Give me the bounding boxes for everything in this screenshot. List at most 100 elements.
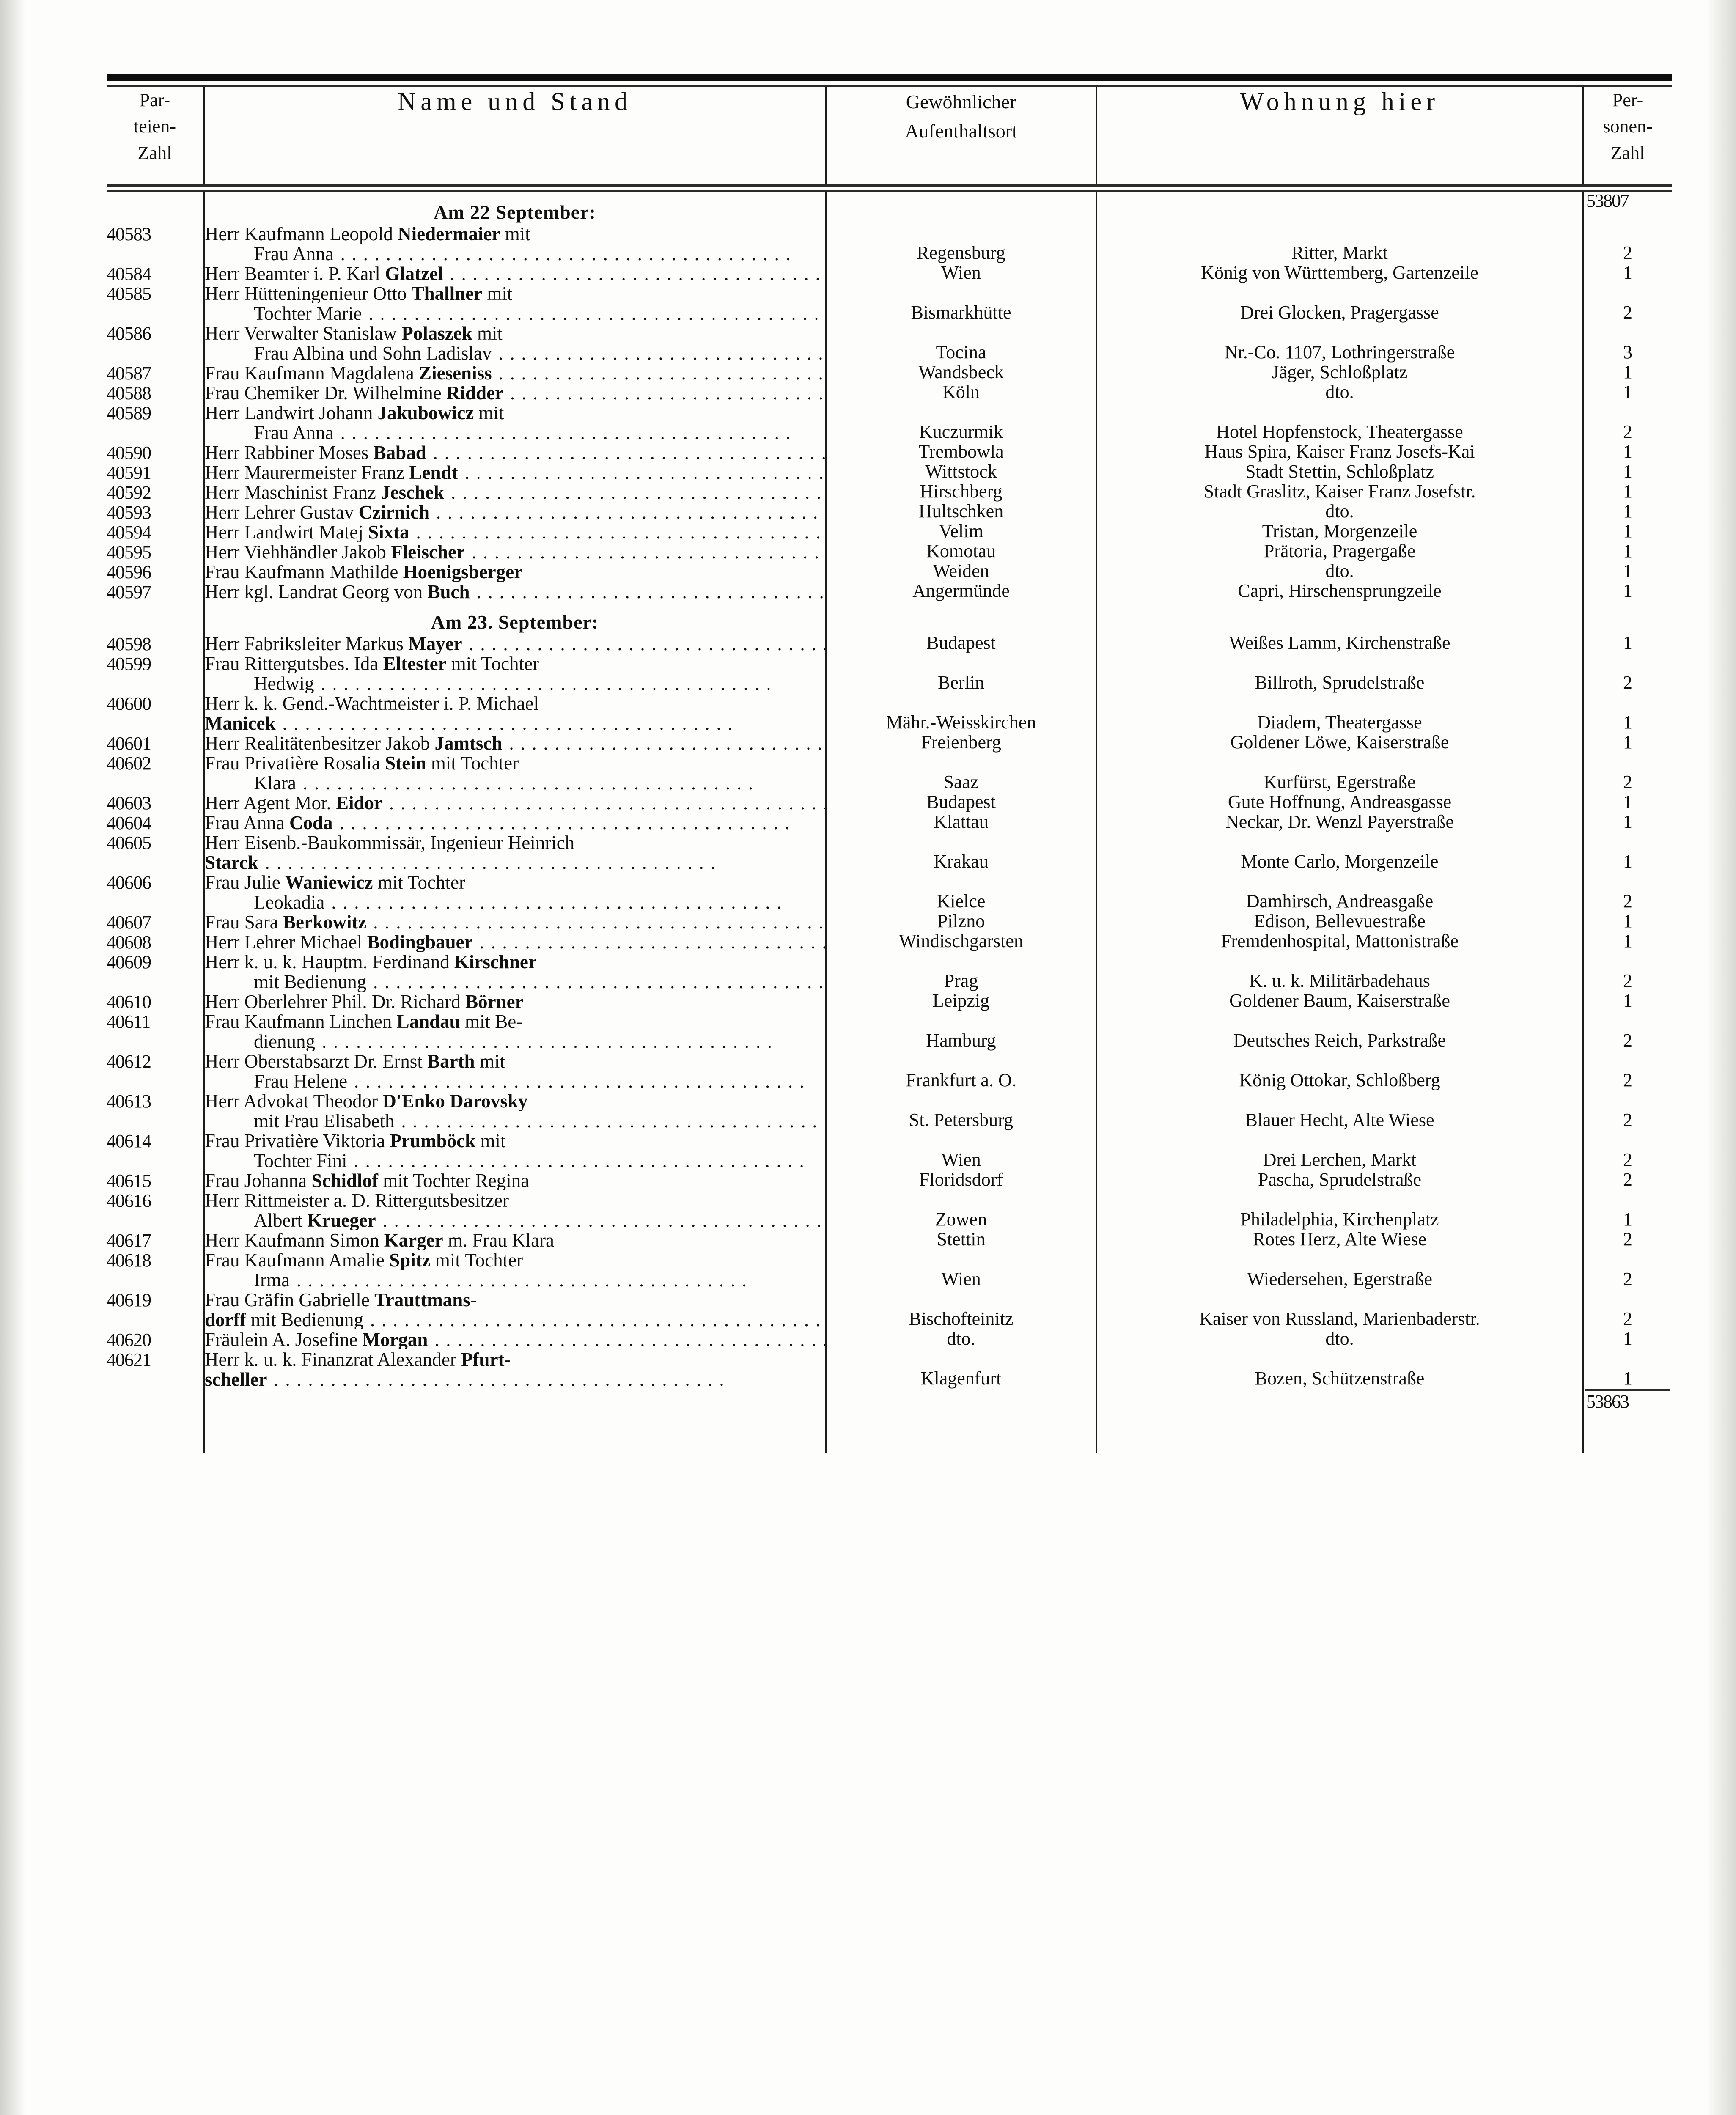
personen-zahl-cell: 2 bbox=[1582, 283, 1672, 323]
table-row[interactable]: 40607 Frau Sara Berkowitz................… bbox=[107, 912, 1672, 932]
aufenthaltsort-value: Saaz bbox=[943, 773, 979, 792]
parteien-zahl-value: 40611 bbox=[107, 1011, 151, 1031]
table-row[interactable]: 40590 Herr Rabbiner Moses Babad..........… bbox=[107, 442, 1672, 462]
leader-dots: ........................................ bbox=[416, 523, 825, 542]
aufenthaltsort-cell: Zowen bbox=[825, 1190, 1097, 1230]
carried-forward-total: 53807 bbox=[1586, 190, 1629, 211]
personen-zahl-value: 2 bbox=[1623, 673, 1632, 693]
aufenthaltsort-cell bbox=[825, 1389, 1097, 1453]
name-und-stand-cell: Herr Beamter i. P. Karl Glatzel.........… bbox=[203, 264, 827, 283]
table-row[interactable]: 40592 Herr Maschinist Franz Jeschek......… bbox=[107, 482, 1672, 502]
leader-dots: ........................................ bbox=[321, 675, 778, 693]
leader-dots: ........................................ bbox=[464, 464, 825, 482]
wohnung-cell: Ritter, Markt bbox=[1096, 224, 1584, 264]
table-row[interactable]: 40593 Herr Lehrer Gustav Czirnich........… bbox=[107, 502, 1672, 522]
table-row[interactable]: 40616 Herr Rittmeister a. D. Rittergutsbe… bbox=[107, 1190, 1672, 1230]
personen-zahl-value: 1 bbox=[1623, 363, 1632, 382]
table-top-rule-thin bbox=[107, 85, 1672, 87]
table-row[interactable]: 40608 Herr Lehrer Michael Bodingbauer....… bbox=[107, 932, 1672, 952]
table-row[interactable]: 40594 Herr Landwirt Matej Sixta..........… bbox=[107, 522, 1672, 542]
table-row[interactable]: 40613 Herr Advokat Theodor D'Enko Darovsk… bbox=[107, 1091, 1672, 1131]
table-row[interactable]: 40588 Frau Chemiker Dr. Wilhelmine Ridder… bbox=[107, 383, 1672, 403]
name-line: Herr Landwirt Johann Jakubowicz mit bbox=[205, 403, 504, 423]
table-row[interactable]: 40589 Herr Landwirt Johann Jakubowicz mit… bbox=[107, 403, 1672, 442]
personen-zahl-value: 1 bbox=[1623, 852, 1632, 872]
parteien-zahl-value: 40607 bbox=[107, 912, 151, 932]
table-row[interactable]: 40609 Herr k. u. k. Hauptm. Ferdinand Kir… bbox=[107, 952, 1672, 992]
table-row[interactable]: 40595 Herr Viehhändler Jakob Fleischer...… bbox=[107, 542, 1672, 562]
name-und-stand-cell: Herr Landwirt Matej Sixta...............… bbox=[203, 522, 827, 542]
table-row[interactable]: 40584 Herr Beamter i. P. Karl Glatzel....… bbox=[107, 264, 1672, 283]
aufenthaltsort-value: Krakau bbox=[934, 852, 989, 872]
aufenthaltsort-value: Freienberg bbox=[921, 733, 1001, 753]
table-row[interactable]: 40601 Herr Realitätenbesitzer Jakob Jamts… bbox=[107, 733, 1672, 753]
table-row[interactable]: 40604 Frau Anna Coda.....................… bbox=[107, 813, 1672, 832]
table-row[interactable]: 40597 Herr kgl. Landrat Georg von Buch...… bbox=[107, 582, 1672, 602]
aufenthaltsort-value: Mähr.-Weisskirchen bbox=[886, 713, 1036, 733]
table-row[interactable]: 40612 Herr Oberstabsarzt Dr. Ernst Barth … bbox=[107, 1051, 1672, 1091]
table-row[interactable]: 40621 Herr k. u. k. Finanzrat Alexander P… bbox=[107, 1349, 1672, 1389]
name-und-stand-cell: Herr Hütteningenieur Otto Thallner mit To… bbox=[203, 283, 827, 323]
wohnung-value: Monte Carlo, Morgenzeile bbox=[1241, 852, 1439, 872]
wohnung-value: Gute Hoffnung, Andreasgasse bbox=[1228, 793, 1452, 812]
header-rule-lower bbox=[107, 190, 1672, 192]
wohnung-cell: Jäger, Schloßplatz bbox=[1096, 363, 1584, 383]
table-row[interactable]: 40620 Fräulein A. Josefine Morgan........… bbox=[107, 1329, 1672, 1349]
wohnung-cell: Goldener Baum, Kaiserstraße bbox=[1096, 992, 1584, 1011]
guest-registry-table: Par- teien- Zahl Name und Stand Gewöhnli… bbox=[107, 87, 1672, 184]
personen-zahl-line1: Per- bbox=[1612, 90, 1643, 110]
personen-zahl-cell: 1 bbox=[1582, 793, 1672, 813]
leader-dots: ........................................ bbox=[265, 854, 722, 872]
table-row[interactable]: 40585 Herr Hütteningenieur Otto Thallner … bbox=[107, 283, 1672, 323]
table-row[interactable]: 40606 Frau Julie Waniewicz mit Tochter Leo… bbox=[107, 872, 1672, 912]
table-row[interactable]: 40615 Frau Johanna Schidlof mit Tochter R… bbox=[107, 1170, 1672, 1190]
parteien-zahl-value: 40620 bbox=[107, 1329, 151, 1349]
table-row[interactable]: 40610 Herr Oberlehrer Phil. Dr. Richard B… bbox=[107, 992, 1672, 1011]
table-row[interactable]: 40599 Frau Rittergutsbes. Ida Eltester mi… bbox=[107, 654, 1672, 693]
personen-zahl-cell: 2 bbox=[1582, 1131, 1672, 1170]
aufenthaltsort-cell: Hirschberg bbox=[825, 482, 1097, 502]
name-line: Frau Johanna Schidlof mit Tochter Regina bbox=[205, 1170, 530, 1190]
leader-dots: ........................................ bbox=[434, 1331, 825, 1349]
wohnung-value: König Ottokar, Schloßberg bbox=[1239, 1071, 1440, 1090]
aufenthaltsort-cell: Kielce bbox=[825, 872, 1097, 912]
leader-dots: ........................................ bbox=[354, 1152, 811, 1170]
table-row[interactable]: 40600 Herr k. k. Gend.-Wachtmeister i. P.… bbox=[107, 693, 1672, 733]
aufenthaltsort-cell: Kuczurmik bbox=[825, 403, 1097, 442]
table-row[interactable]: 40596 Frau Kaufmann Mathilde Hoenigsberge… bbox=[107, 562, 1672, 582]
parteien-zahl-cell bbox=[107, 1389, 205, 1453]
table-row[interactable]: 40603 Herr Agent Mor. Eidor..............… bbox=[107, 793, 1672, 813]
aufenthaltsort-value: Bismarkhütte bbox=[911, 303, 1011, 323]
aufenthaltsort-value: Angermünde bbox=[912, 582, 1010, 601]
table-row[interactable]: 40598 Herr Fabriksleiter Markus Mayer....… bbox=[107, 634, 1672, 654]
name-line: Frau Sara Berkowitz.....................… bbox=[205, 912, 825, 932]
table-row[interactable]: 40614 Frau Privatière Viktoria Prumböck m… bbox=[107, 1131, 1672, 1170]
table-row[interactable]: 40591 Herr Maurermeister Franz Lendt.....… bbox=[107, 462, 1672, 482]
name-und-stand-cell: Herr Rittmeister a. D. Rittergutsbesitze… bbox=[203, 1190, 827, 1230]
table-row[interactable]: 40583 Herr Kaufmann Leopold Niedermaier m… bbox=[107, 224, 1672, 264]
table-row[interactable]: 40586 Herr Verwalter Stanislaw Polaszek m… bbox=[107, 323, 1672, 363]
name-und-stand-cell: Herr Realitätenbesitzer Jakob Jamtsch...… bbox=[203, 733, 827, 753]
wohnung-value: Fremdenhospital, Mattonistraße bbox=[1220, 932, 1459, 951]
leader-dots: ........................................ bbox=[373, 913, 825, 932]
personen-zahl-value: 1 bbox=[1623, 813, 1632, 832]
table-row[interactable]: 40587 Frau Kaufmann Magdalena Zieseniss..… bbox=[107, 363, 1672, 383]
parteien-zahl-line1: Par- bbox=[139, 90, 170, 110]
table-row[interactable]: 40611 Frau Kaufmann Linchen Landau mit Be… bbox=[107, 1011, 1672, 1051]
name-line: dorff mit Bedienung.....................… bbox=[205, 1310, 825, 1329]
wohnung-cell: K. u. k. Militärbadehaus bbox=[1096, 952, 1584, 992]
column-header-aufenthaltsort: Gewöhnlicher Aufenthaltsort bbox=[825, 87, 1097, 184]
table-row[interactable]: 40602 Frau Privatière Rosalia Stein mit T… bbox=[107, 753, 1672, 793]
table-row[interactable]: 40605 Herr Eisenb.-Baukommissär, Ingenieu… bbox=[107, 832, 1672, 872]
name-line: Herr Advokat Theodor D'Enko Darovsky bbox=[205, 1091, 528, 1111]
personen-zahl-value: 2 bbox=[1623, 892, 1632, 912]
table-row[interactable]: 40618 Frau Kaufmann Amalie Spitz mit Toch… bbox=[107, 1250, 1672, 1290]
name-line: Frau Gräfin Gabrielle Trauttmans- bbox=[205, 1290, 477, 1310]
wohnung-value: Stadt Stettin, Schloßplatz bbox=[1245, 462, 1434, 482]
table-row[interactable]: 40617 Herr Kaufmann Simon Karger m. Frau … bbox=[107, 1230, 1672, 1250]
name-line: Albert Krueger..........................… bbox=[254, 1210, 825, 1230]
personen-zahl-cell: 2 bbox=[1582, 1230, 1672, 1250]
table-row[interactable]: 40619 Frau Gräfin Gabrielle Trauttmans-do… bbox=[107, 1290, 1672, 1329]
personen-zahl-cell: 2 bbox=[1582, 952, 1672, 992]
wohnung-cell: Fremdenhospital, Mattonistraße bbox=[1096, 932, 1584, 952]
